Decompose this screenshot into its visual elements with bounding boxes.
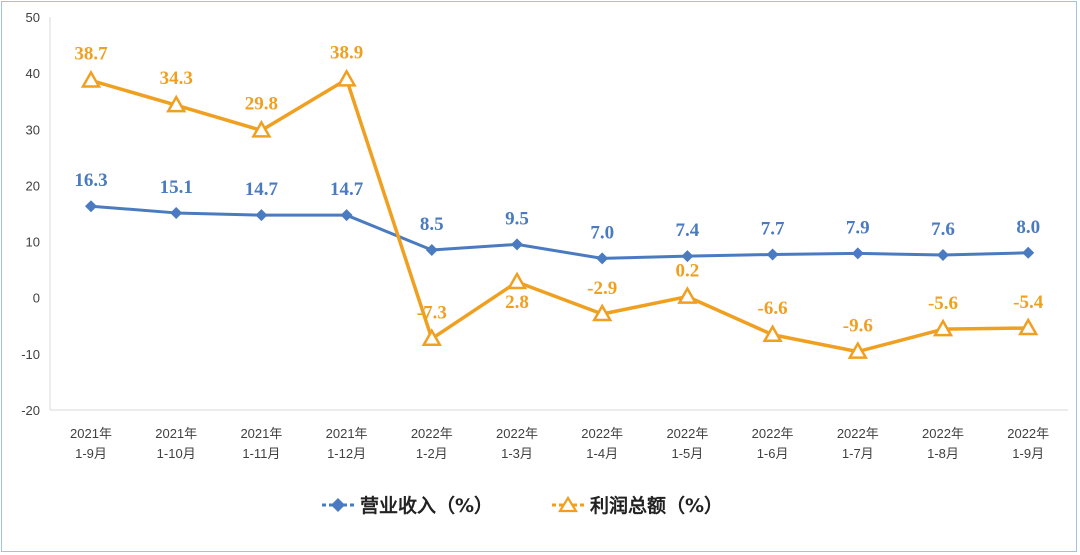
profit-point — [421, 328, 442, 346]
revenue-data-label: 7.0 — [590, 222, 614, 243]
profit-point — [592, 303, 613, 322]
revenue-data-label: 8.5 — [420, 214, 444, 235]
legend-marker-revenue — [331, 498, 345, 512]
profit-data-label: -5.6 — [928, 293, 958, 314]
revenue-data-label: 14.7 — [330, 179, 364, 200]
y-tick-label: 10 — [26, 235, 40, 250]
revenue-data-label: 8.0 — [1016, 217, 1040, 238]
profit-line — [90, 77, 1029, 354]
revenue-data-label: 7.9 — [846, 217, 870, 238]
x-tick-label: 2022年 1-5月 — [666, 426, 708, 461]
revenue-point — [851, 247, 864, 260]
revenue-point — [255, 209, 268, 222]
x-tick-label: 2021年 1-12月 — [326, 426, 368, 461]
profit-data-label: 38.9 — [330, 42, 363, 63]
x-tick-label: 2022年 1-2月 — [411, 426, 453, 461]
profit-data-label: 34.3 — [160, 68, 193, 89]
legend-marker-profit — [558, 495, 578, 513]
x-tick-label: 2022年 1-8月 — [922, 426, 964, 461]
series-layer — [80, 68, 1039, 359]
legend-label-revenue: 营业收入（%） — [360, 494, 493, 517]
revenue-data-label: 7.6 — [931, 219, 955, 240]
revenue-data-label: 15.1 — [160, 177, 193, 198]
profit-data-label: 2.8 — [505, 292, 529, 313]
revenue-data-label: 7.7 — [761, 218, 785, 239]
x-tick-label: 2022年 1-6月 — [752, 426, 794, 461]
profit-data-label: 29.8 — [245, 93, 278, 114]
profit-data-label: -7.3 — [417, 303, 447, 324]
revenue-point — [681, 250, 694, 263]
revenue-point — [170, 206, 183, 219]
revenue-point — [1022, 246, 1035, 259]
y-tick-label: 40 — [26, 66, 40, 81]
y-tick-label: -10 — [21, 347, 40, 362]
profit-point — [336, 68, 357, 87]
legend-label-profit: 利润总额（%） — [590, 494, 723, 517]
data-labels: 16.3 15.1 14.7 14.7 8.5 9.5 7.0 7.4 7.7 7.9 7.6 8.0… — [74, 42, 1043, 336]
profit-point — [677, 286, 698, 304]
y-tick-label: 50 — [26, 10, 40, 25]
profit-point — [1018, 317, 1039, 336]
y-tick-label: 0 — [33, 291, 40, 306]
revenue-point — [937, 249, 949, 262]
profit-point — [166, 94, 187, 113]
profit-point — [506, 271, 528, 290]
profit-data-label: -9.6 — [843, 316, 873, 337]
x-tick-label: 2022年 1-7月 — [837, 426, 879, 461]
y-tick-label: 20 — [26, 178, 40, 193]
profit-point — [932, 318, 954, 337]
x-tick-label: 2021年 1-11月 — [240, 426, 282, 461]
x-tick-label: 2022年 1-9月 — [1007, 426, 1049, 461]
revenue-point — [425, 243, 438, 256]
profit-data-label: -2.9 — [587, 278, 617, 299]
revenue-line — [90, 204, 1029, 260]
x-tick-label: 2022年 1-4月 — [581, 426, 623, 461]
profit-data-label: -5.4 — [1013, 292, 1044, 313]
profit-data-label: 38.7 — [74, 43, 108, 64]
y-tick-label: -20 — [21, 403, 40, 418]
profit-data-label: 0.2 — [676, 261, 700, 282]
revenue-data-label: 9.5 — [505, 208, 529, 229]
revenue-point — [596, 252, 609, 265]
x-tick-label: 2021年 1-10月 — [155, 426, 197, 461]
profit-point — [847, 341, 868, 359]
revenue-data-label: 14.7 — [245, 179, 279, 200]
x-tick-label: 2021年 1-9月 — [70, 426, 112, 461]
profit-data-label: -6.6 — [758, 298, 788, 319]
x-tick-label: 2022年 1-3月 — [496, 426, 538, 461]
y-tick-label: 30 — [26, 122, 40, 137]
revenue-point — [85, 200, 97, 213]
revenue-point — [511, 238, 523, 251]
profit-point — [251, 119, 272, 138]
profit-point — [80, 69, 102, 88]
revenue-data-label: 7.4 — [676, 220, 700, 241]
revenue-data-label: 16.3 — [74, 170, 107, 191]
profit-point — [762, 324, 783, 343]
revenue-point — [340, 209, 353, 222]
legend: 营业收入（%） 利润总额（%） — [322, 494, 723, 517]
axes: -20 -10 0 10 20 30 40 50 2021年 1-9月 2021年 1-10月 2021… — [21, 10, 1068, 461]
revenue-point — [766, 248, 779, 261]
